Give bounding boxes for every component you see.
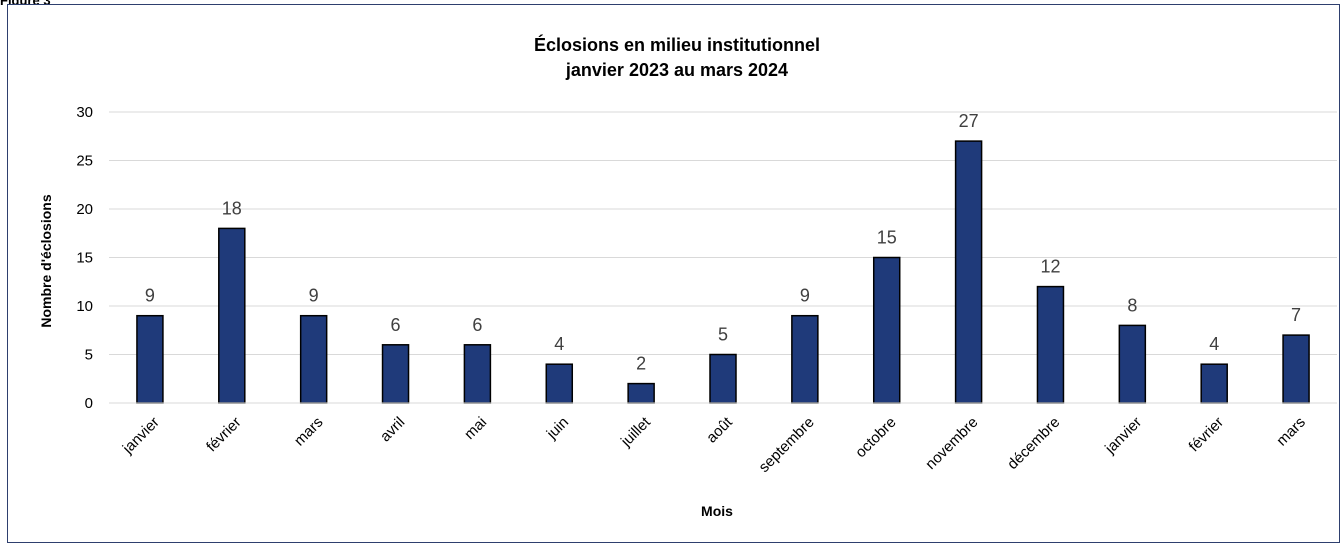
data-label: 7 [1291,305,1301,325]
x-tick-label: avril [377,414,408,445]
x-tick-label: novembre [922,414,981,473]
data-label: 9 [800,286,810,306]
x-tick-label: août [703,413,736,446]
x-tick-label: octobre [852,414,899,461]
data-label: 15 [877,228,897,248]
bar-5 [463,344,492,404]
gridlines [109,111,1337,355]
x-tick-label: janvier [119,414,163,458]
bar-15 [1282,334,1310,404]
data-label: 5 [718,325,728,345]
data-label: 12 [1040,257,1060,277]
x-tick-label: février [203,414,244,455]
data-label: 18 [222,198,242,218]
y-tick-label: 10 [76,298,93,315]
x-axis-ticks: janvier février mars avril mai juin juillet aoû… [119,413,1309,476]
chart-title-line-2: janvier 2023 au mars 2024 [565,60,788,80]
bar-13 [1118,324,1147,404]
x-tick-label: juillet [617,413,654,450]
data-label: 2 [636,354,646,374]
data-label: 6 [472,315,482,335]
x-axis-title: Mois [701,503,733,519]
bar-14 [1200,363,1228,404]
chart-frame: 9 18 9 6 6 4 2 5 9 15 27 12 8 4 7 0 5 10 15 20 25 30 janvier… [7,4,1340,543]
x-tick-label: mars [1273,414,1309,450]
bar-3 [299,314,328,404]
data-label: 27 [959,111,979,131]
data-label: 4 [1209,334,1219,354]
bar-8 [709,353,737,404]
bars [136,140,1310,404]
bar-7 [627,382,655,404]
data-label: 8 [1127,295,1137,315]
x-tick-label: janvier [1101,414,1145,458]
chart-title-line-1: Éclosions en milieu institutionnel [534,34,820,55]
y-tick-label: 30 [76,104,93,121]
bar-1 [136,314,164,404]
y-tick-label: 25 [76,153,93,170]
bar-2 [218,227,246,404]
x-tick-label: mars [291,414,327,450]
y-tick-label: 15 [76,250,93,267]
data-label: 9 [309,286,319,306]
y-axis-title: Nombre d'éclosions [38,194,54,327]
x-tick-label: février [1186,414,1227,455]
y-tick-label: 5 [85,347,93,364]
x-tick-label: juin [543,414,572,443]
bar-12 [1036,285,1065,404]
data-label: 4 [554,334,564,354]
y-tick-label: 0 [85,395,93,412]
data-labels: 9 18 9 6 6 4 2 5 9 15 27 12 8 4 7 [145,111,1301,374]
bar-4 [381,344,410,404]
y-tick-label: 20 [76,201,93,218]
bar-10 [872,256,901,404]
x-tick-label: décembre [1004,414,1063,473]
data-label: 6 [391,315,401,335]
x-tick-label: septembre [756,414,818,476]
bar-11 [954,140,983,404]
bar-9 [791,314,819,404]
bar-6 [545,363,574,404]
x-tick-label: mai [461,414,490,443]
y-axis-ticks: 0 5 10 15 20 25 30 [76,104,93,412]
data-label: 9 [145,286,155,306]
